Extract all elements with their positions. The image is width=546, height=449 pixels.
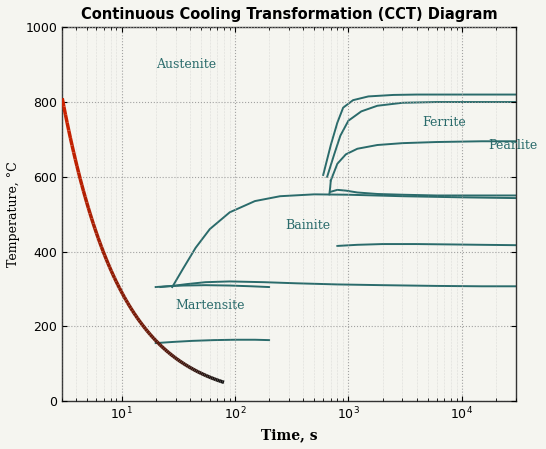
Text: Austenite: Austenite [156,58,216,71]
Y-axis label: Temperature, °C: Temperature, °C [7,161,20,267]
Text: Bainite: Bainite [286,219,331,232]
Text: Martensite: Martensite [176,299,245,312]
Title: Continuous Cooling Transformation (CCT) Diagram: Continuous Cooling Transformation (CCT) … [81,7,497,22]
Text: Pearlite: Pearlite [488,138,537,151]
Text: Ferrite: Ferrite [423,116,466,129]
X-axis label: Time, s: Time, s [261,428,317,442]
